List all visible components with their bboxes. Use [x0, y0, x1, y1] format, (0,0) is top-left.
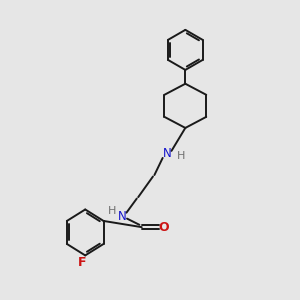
Text: F: F: [77, 256, 86, 269]
Text: H: H: [177, 151, 186, 161]
Text: O: O: [159, 220, 170, 234]
Text: N: N: [163, 147, 172, 160]
Text: N: N: [118, 210, 126, 223]
Text: H: H: [108, 206, 116, 216]
